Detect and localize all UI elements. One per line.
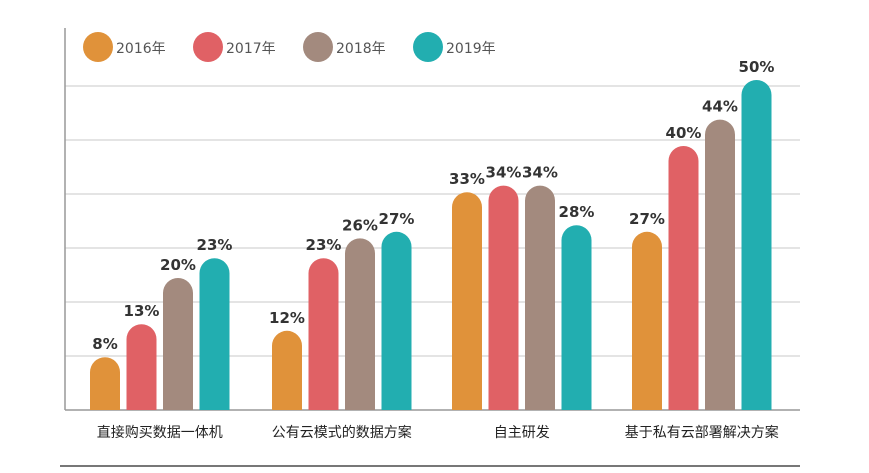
bar <box>632 231 662 410</box>
data-label: 40% <box>666 124 702 142</box>
legend-marker <box>303 32 333 62</box>
data-label: 44% <box>702 98 738 116</box>
data-label: 27% <box>629 210 665 228</box>
data-label: 20% <box>160 256 196 274</box>
legend-marker <box>193 32 223 62</box>
data-label: 34% <box>486 164 522 182</box>
legend-label: 2018年 <box>336 41 386 57</box>
bar <box>199 258 230 410</box>
bar <box>272 330 302 410</box>
bar <box>668 146 699 410</box>
bar <box>705 119 735 411</box>
category-label: 自主研发 <box>494 425 550 441</box>
bar <box>345 238 375 410</box>
bar <box>90 357 120 410</box>
legend-marker <box>83 32 113 62</box>
bar <box>308 258 339 410</box>
data-label: 8% <box>92 335 117 353</box>
bar <box>525 185 555 410</box>
bar <box>741 80 772 410</box>
bar <box>561 225 592 410</box>
data-label: 26% <box>342 216 378 234</box>
category-label: 直接购买数据一体机 <box>97 424 223 441</box>
legend-label: 2016年 <box>116 41 166 57</box>
category-label: 基于私有云部署解决方案 <box>625 424 779 441</box>
data-label: 27% <box>379 210 415 228</box>
data-label: 33% <box>449 170 485 188</box>
legend-label: 2019年 <box>446 41 496 57</box>
data-label: 34% <box>522 164 558 182</box>
legend-label: 2017年 <box>226 41 276 57</box>
bar <box>488 185 519 410</box>
data-label: 23% <box>197 236 233 254</box>
data-label: 12% <box>269 309 305 327</box>
data-label: 13% <box>124 302 160 320</box>
bar <box>163 278 193 410</box>
bar <box>126 324 157 410</box>
data-label: 23% <box>306 236 342 254</box>
data-label: 28% <box>559 203 595 221</box>
bar <box>381 231 412 410</box>
legend-marker <box>413 32 443 62</box>
data-label: 50% <box>739 58 775 76</box>
bar <box>452 192 482 410</box>
category-label: 公有云模式的数据方案 <box>272 424 412 441</box>
